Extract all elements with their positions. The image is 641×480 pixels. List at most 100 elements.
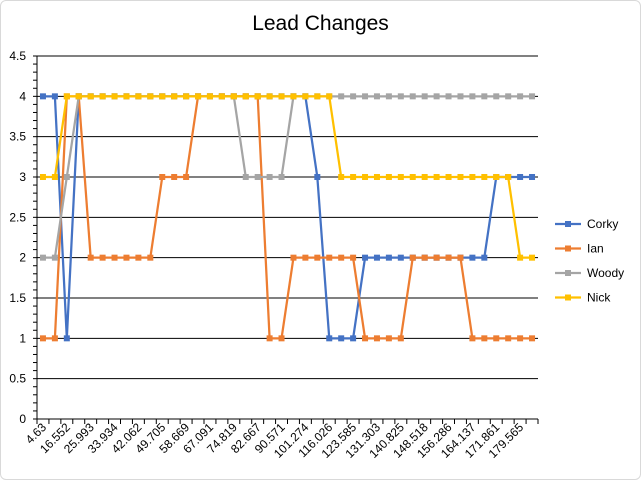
- legend-item-ian: Ian: [555, 242, 604, 256]
- data-point: [469, 335, 476, 342]
- data-point: [51, 174, 58, 180]
- legend-marker: [565, 270, 571, 276]
- legend-item-nick: Nick: [555, 291, 611, 305]
- data-point: [290, 93, 297, 100]
- data-point: [350, 254, 357, 261]
- data-point: [433, 174, 440, 180]
- data-point: [362, 93, 369, 100]
- y-tick-label: 1: [19, 331, 26, 345]
- legend-item-corky: Corky: [555, 217, 618, 231]
- data-point: [254, 93, 261, 100]
- data-point: [493, 174, 500, 180]
- data-point: [195, 93, 202, 100]
- data-point: [87, 254, 94, 261]
- data-point: [51, 93, 58, 100]
- data-point: [350, 335, 357, 342]
- legend-label: Woody: [587, 266, 624, 280]
- data-point: [505, 174, 512, 180]
- data-point: [39, 93, 46, 100]
- data-point: [445, 93, 452, 100]
- data-point: [469, 254, 476, 261]
- data-point: [529, 93, 536, 100]
- data-point: [409, 174, 416, 180]
- y-tick-label: 2: [19, 251, 26, 265]
- y-tick-label: 4: [19, 89, 26, 103]
- data-point: [326, 335, 333, 342]
- data-point: [362, 335, 369, 342]
- data-point: [218, 93, 225, 100]
- data-point: [457, 174, 464, 180]
- legend-label: Corky: [587, 217, 618, 231]
- data-point: [75, 93, 82, 100]
- data-point: [39, 254, 46, 261]
- gridlines: [37, 55, 538, 380]
- legend-marker: [565, 294, 571, 301]
- data-point: [433, 254, 440, 261]
- data-point: [350, 174, 357, 180]
- data-point: [99, 254, 106, 261]
- data-point: [266, 93, 273, 100]
- data-point: [457, 254, 464, 261]
- data-point: [385, 174, 392, 180]
- data-point: [39, 174, 46, 180]
- y-tick-label: 3.5: [9, 130, 26, 144]
- data-point: [397, 174, 404, 180]
- data-point: [481, 335, 488, 342]
- data-point: [159, 93, 166, 100]
- data-point: [326, 93, 333, 100]
- data-point: [517, 254, 524, 261]
- y-tick-label: 1.5: [9, 291, 26, 305]
- data-point: [469, 174, 476, 180]
- legend-marker: [565, 221, 571, 227]
- data-point: [397, 254, 404, 261]
- data-point: [51, 254, 58, 261]
- data-point: [362, 174, 369, 180]
- data-point: [51, 335, 58, 342]
- data-point: [517, 174, 524, 180]
- data-point: [242, 93, 249, 100]
- data-point: [314, 174, 321, 180]
- data-point: [63, 335, 70, 342]
- data-point: [493, 93, 500, 100]
- data-point: [183, 93, 190, 100]
- data-point: [409, 93, 416, 100]
- data-point: [421, 93, 428, 100]
- data-point: [445, 174, 452, 180]
- y-tick-label: 2.5: [9, 210, 26, 224]
- y-tick-label: 3: [19, 170, 26, 184]
- data-point: [529, 335, 536, 342]
- data-point: [421, 254, 428, 261]
- legend-label: Nick: [587, 291, 611, 305]
- y-tick-label: 4.5: [9, 49, 26, 63]
- data-point: [445, 254, 452, 261]
- data-point: [385, 254, 392, 261]
- data-point: [135, 254, 142, 261]
- data-point: [230, 93, 237, 100]
- series-nick: [39, 93, 536, 261]
- data-point: [314, 93, 321, 100]
- data-point: [266, 174, 273, 180]
- data-point: [385, 93, 392, 100]
- data-point: [517, 335, 524, 342]
- data-point: [254, 174, 261, 180]
- data-point: [111, 254, 118, 261]
- data-point: [433, 93, 440, 100]
- data-point: [350, 93, 357, 100]
- data-point: [87, 93, 94, 100]
- data-point: [302, 254, 309, 261]
- data-point: [409, 254, 416, 261]
- data-point: [338, 335, 345, 342]
- data-point: [278, 93, 285, 100]
- legend-item-woody: Woody: [555, 266, 624, 280]
- data-point: [63, 174, 70, 180]
- data-point: [290, 254, 297, 261]
- data-point: [529, 254, 536, 261]
- data-point: [397, 335, 404, 342]
- legend-marker: [565, 245, 571, 252]
- data-point: [481, 93, 488, 100]
- data-point: [529, 174, 536, 180]
- data-point: [123, 93, 130, 100]
- data-point: [326, 254, 333, 261]
- chart-title: Lead Changes: [252, 12, 389, 35]
